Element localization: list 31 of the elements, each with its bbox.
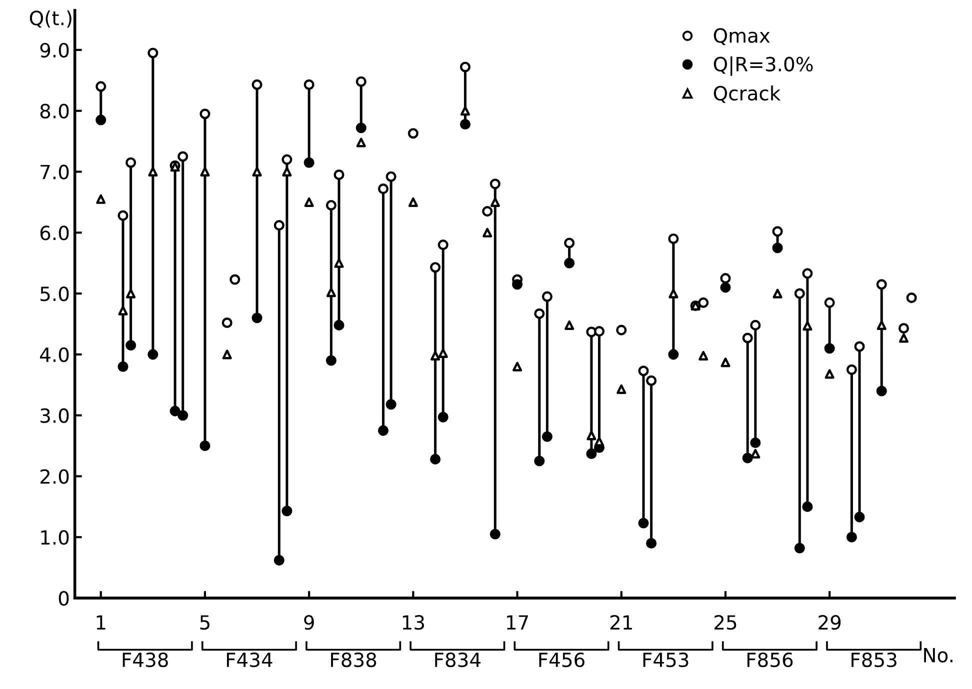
x-tick-label: 9	[304, 615, 314, 630]
x-tick-label: 1	[96, 615, 106, 630]
x-axis-title: No.	[924, 648, 952, 662]
text: F838	[331, 652, 376, 668]
y-tick-label: 5.0	[40, 286, 69, 302]
x-tick-label: 25	[714, 615, 736, 630]
legend-label: Qmax	[714, 28, 770, 46]
y-tick-label: 0	[58, 591, 69, 606]
text: F834	[435, 652, 480, 668]
text: F856	[747, 652, 793, 668]
legend-label: Q|R=3.0%	[714, 56, 813, 76]
y-tick-label: 6.0	[40, 226, 69, 240]
text: F453	[643, 652, 688, 668]
y-tick-label: 1.0	[41, 530, 69, 545]
x-tick-label: 5	[200, 615, 210, 630]
y-tick-label: 3.0	[40, 408, 69, 424]
x-tick-label: 29	[818, 615, 841, 630]
y-tick-label: 2.0	[40, 469, 69, 484]
text: F434	[226, 652, 272, 668]
y-tick-label: 8.0	[40, 104, 69, 118]
x-tick-label: 13	[402, 615, 424, 630]
y-tick-label: 4.0	[40, 347, 69, 362]
text: F456	[539, 652, 584, 668]
x-tick-label: 17	[507, 615, 528, 630]
y-tick-label: 7.0	[40, 164, 69, 180]
x-tick-label: 21	[610, 615, 632, 630]
text: F853	[852, 652, 896, 668]
text: F438	[122, 652, 168, 668]
y-tick-label: 9.0	[40, 42, 69, 58]
legend-label: Qcrack	[714, 86, 781, 103]
y-axis-title: Q(t.)	[30, 10, 72, 28]
